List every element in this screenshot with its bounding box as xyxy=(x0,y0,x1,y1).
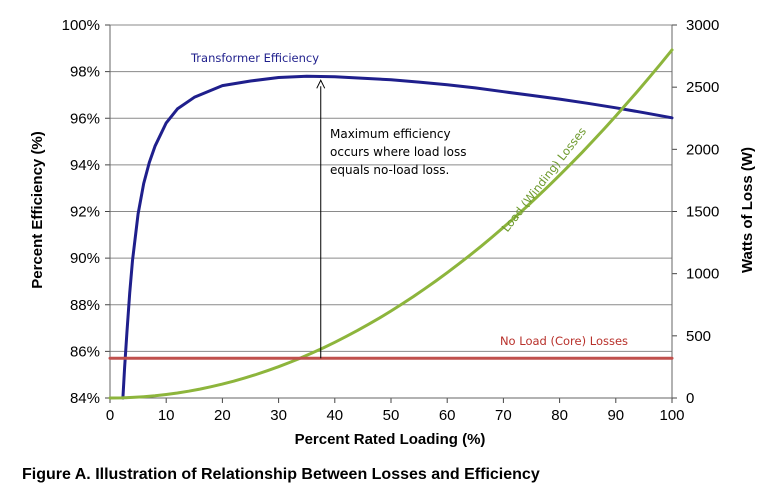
y2-tick-label: 0 xyxy=(686,390,694,407)
x-tick-label: 70 xyxy=(495,407,512,424)
y-tick-label: 92% xyxy=(70,204,100,221)
annotation-layer: Maximum efficiency occurs where load loss… xyxy=(316,79,466,359)
y2-tick-label: 1500 xyxy=(686,204,719,221)
x-tick-label: 10 xyxy=(158,407,175,424)
x-tick-label: 50 xyxy=(383,407,400,424)
x-tick-label: 60 xyxy=(439,407,456,424)
y-tick-label: 100% xyxy=(62,17,100,34)
series-layer: Transformer Efficiency Load (Winding) Los… xyxy=(108,48,674,400)
gridlines xyxy=(110,24,672,352)
y-tick-labels: 84% 86% 88% 90% 92% 94% 96% 98% 100% xyxy=(62,17,100,407)
series-label-efficiency: Transformer Efficiency xyxy=(190,51,319,65)
annotation-text: equals no-load loss. xyxy=(330,163,449,177)
y2-axis-title: Watts of Loss (W) xyxy=(739,147,756,273)
y-tick-label: 86% xyxy=(70,343,100,360)
y-tick-label: 98% xyxy=(70,64,100,81)
annotation-text: Maximum efficiency xyxy=(330,127,451,141)
x-tick-label: 100 xyxy=(659,407,684,424)
y-axis-title: Percent Efficiency (%) xyxy=(29,131,46,289)
y-tick-label: 88% xyxy=(70,297,100,314)
series-label-no-load-loss: No Load (Core) Losses xyxy=(500,334,628,348)
y2-tick-labels: 0 500 1000 1500 2000 2500 3000 xyxy=(686,17,719,407)
x-tick-label: 90 xyxy=(607,407,624,424)
x-tick-label: 30 xyxy=(270,407,287,424)
x-tick-label: 80 xyxy=(551,407,568,424)
series-label-load-loss: Load (Winding) Losses xyxy=(499,124,589,234)
x-tick-label: 20 xyxy=(214,407,231,424)
load-loss-line xyxy=(108,48,674,400)
y2-tick-label: 3000 xyxy=(686,17,719,34)
x-tick-labels: 0 10 20 30 40 50 60 70 80 90 100 xyxy=(106,407,685,424)
annotation-text: occurs where load loss xyxy=(330,145,466,159)
y-tick-label: 94% xyxy=(70,157,100,174)
y-tick-label: 96% xyxy=(70,110,100,127)
annotation-arrowhead xyxy=(316,79,326,89)
x-tick-label: 40 xyxy=(326,407,343,424)
axes xyxy=(105,24,677,403)
x-axis-title: Percent Rated Loading (%) xyxy=(295,431,486,448)
y2-tick-label: 2500 xyxy=(686,79,719,96)
figure-caption: Figure A. Illustration of Relationship B… xyxy=(22,466,540,483)
efficiency-line xyxy=(121,74,674,400)
chart: 84%86%88%90%92%94%96%98%100% 05001000150… xyxy=(29,17,756,448)
y2-tick-label: 500 xyxy=(686,328,711,345)
y2-tick-label: 2000 xyxy=(686,141,719,158)
x-tick-label: 0 xyxy=(106,407,114,424)
y2-tick-label: 1000 xyxy=(686,266,719,283)
y-tick-label: 90% xyxy=(70,250,100,267)
y-tick-label: 84% xyxy=(70,390,100,407)
